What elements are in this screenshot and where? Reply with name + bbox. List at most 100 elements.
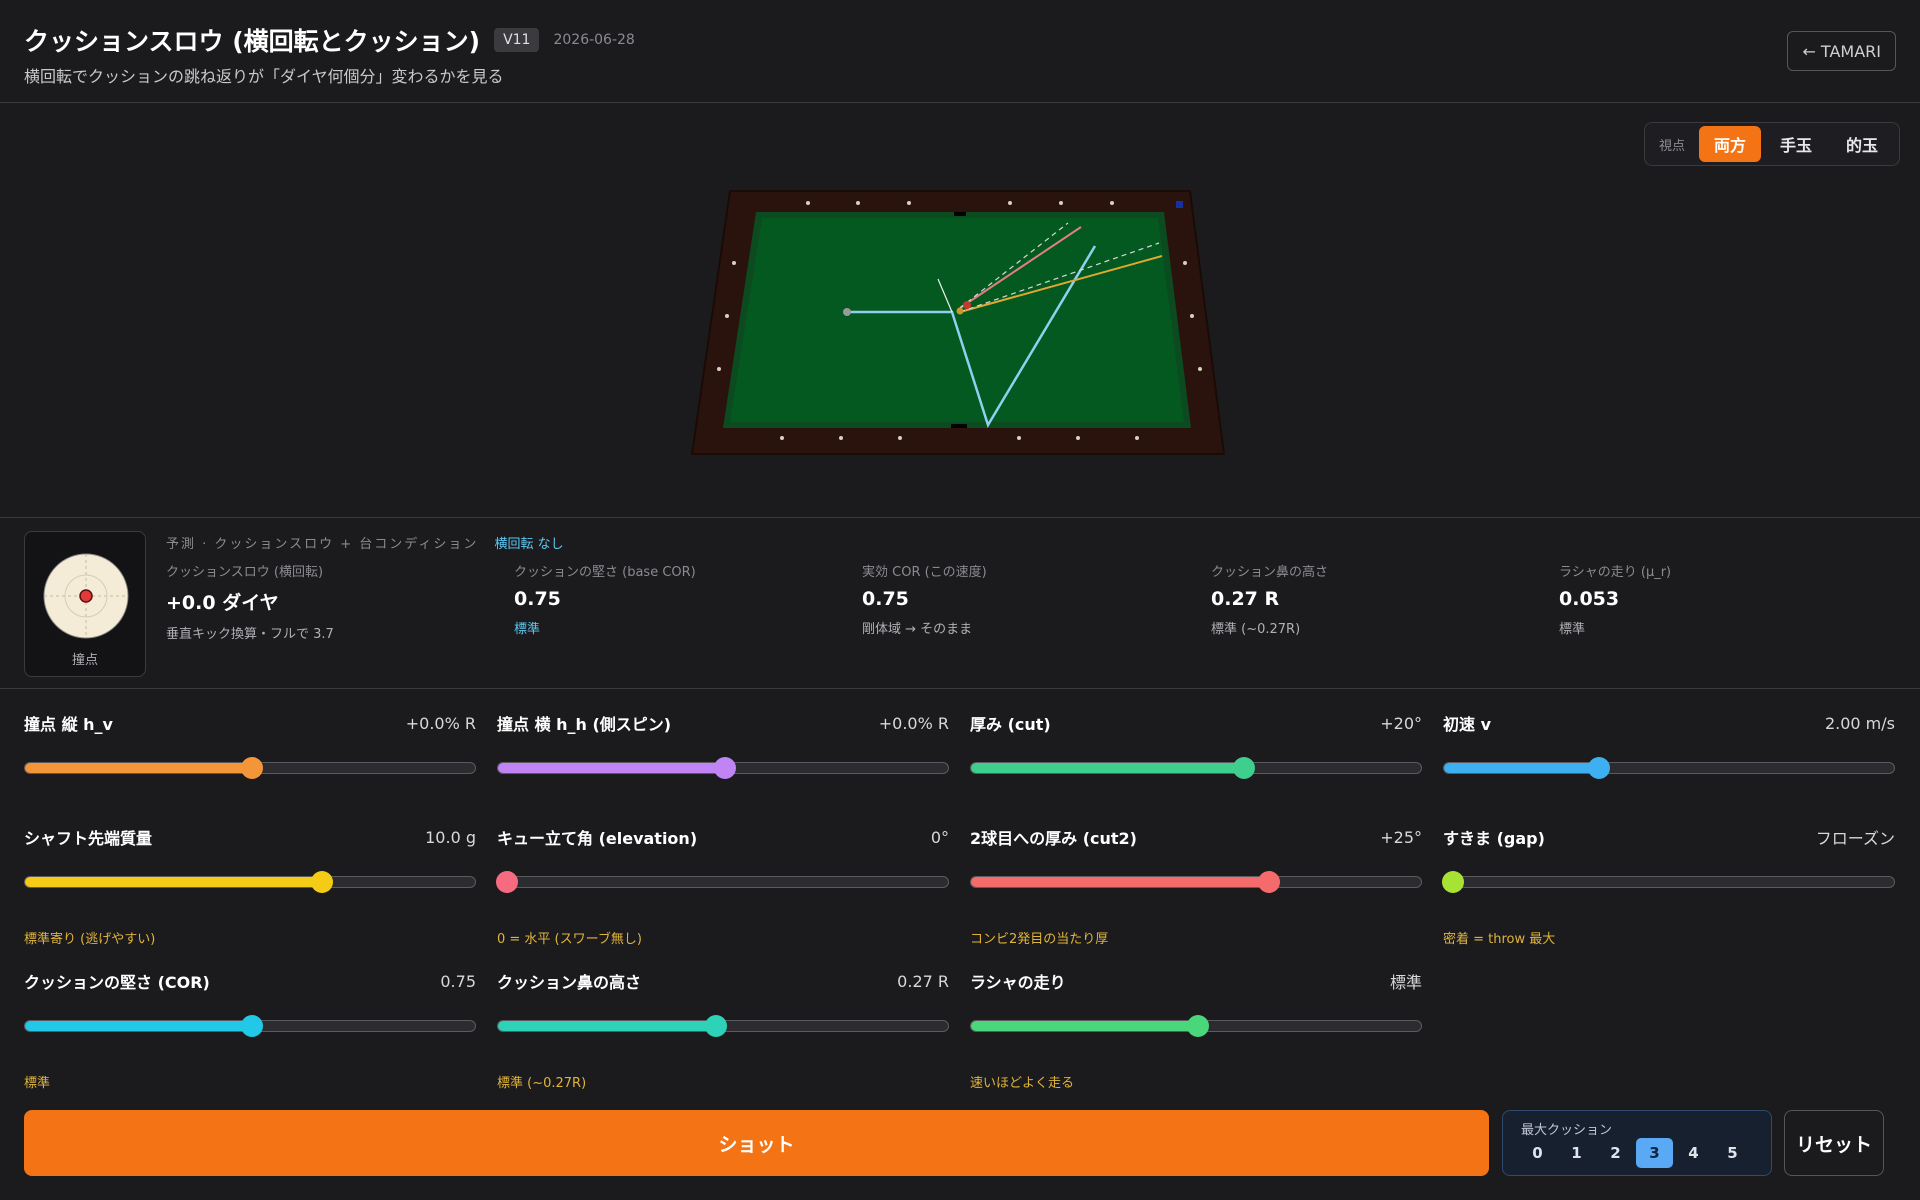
slider-thumb[interactable] xyxy=(1587,757,1610,779)
date-label: 2026-06-28 xyxy=(553,32,635,48)
header: クッションスロウ (横回転とクッション) V11 2026-06-28 横回転で… xyxy=(0,0,1920,103)
slider-thumb[interactable] xyxy=(241,1015,264,1037)
slider-track[interactable] xyxy=(24,871,476,893)
slider-track[interactable] xyxy=(970,1015,1422,1037)
slider-track[interactable] xyxy=(497,1015,949,1037)
control-value: +20° xyxy=(1380,713,1422,733)
spin-status-badge: 横回転 なし xyxy=(494,537,564,552)
reset-button[interactable]: リセット xyxy=(1784,1110,1884,1176)
metric-value: 0.053 xyxy=(1559,588,1620,610)
slider-track[interactable] xyxy=(24,757,476,779)
metric-note: 標準 xyxy=(514,622,541,637)
control-header: 撞点 横 h_h (側スピン) +0.0% R xyxy=(497,712,949,735)
cue-ball-path xyxy=(847,245,1097,429)
shot-button[interactable]: ショット xyxy=(24,1110,1489,1176)
slider-fill xyxy=(971,763,1245,773)
control-value: フローズン xyxy=(1815,829,1895,848)
control-value: 0.75 xyxy=(440,971,476,991)
slider-thumb[interactable] xyxy=(714,757,737,779)
control-label: クッション鼻の高さ xyxy=(497,973,642,992)
metric-value: +0.0 ダイヤ xyxy=(166,592,279,614)
metric-value: 0.75 xyxy=(514,588,561,610)
diamond-markers xyxy=(717,201,1202,440)
cue-ball xyxy=(843,308,851,316)
control-value: 0° xyxy=(930,827,949,847)
control-header: 厚み (cut) +20° xyxy=(970,712,1422,735)
control-label: 2球目への厚み (cut2) xyxy=(970,829,1137,848)
control-header: ラシャの走り 標準 xyxy=(970,970,1422,992)
slider-fill xyxy=(971,877,1270,887)
tip-point-marker xyxy=(79,589,93,603)
max-cushion-option-1[interactable]: 1 xyxy=(1571,1144,1582,1162)
control-label: 厚み (cut) xyxy=(970,715,1051,734)
corner-marker-icon xyxy=(1176,201,1183,208)
slider-fill xyxy=(498,763,726,773)
slider-track[interactable] xyxy=(970,871,1422,893)
metric-note: 剛体域 → そのまま xyxy=(862,622,973,637)
tip-position-widget[interactable]: 撞点 xyxy=(24,531,146,677)
control-header: すきま (gap) フローズン xyxy=(1443,826,1895,848)
slider-fill xyxy=(25,763,253,773)
slider-track[interactable] xyxy=(1442,871,1895,893)
control-label: 初速 v xyxy=(1443,715,1492,734)
prediction-header: 予測 · クッションスロウ + 台コンディション 横回転 なし xyxy=(166,533,564,552)
slider-thumb[interactable] xyxy=(705,1015,728,1037)
metric-label: クッションスロウ (横回転) xyxy=(166,565,324,580)
metric-note: 標準 xyxy=(1559,622,1586,637)
control-initial-speed: 初速 v 2.00 m/s xyxy=(1443,712,1895,779)
control-gap: すきま (gap) フローズン 密着 = throw 最大 xyxy=(1442,826,1895,947)
slider-thumb[interactable] xyxy=(311,871,333,893)
slider-track[interactable] xyxy=(497,757,949,779)
slider-track[interactable] xyxy=(1443,757,1895,779)
slider-fill xyxy=(25,1021,253,1031)
prediction-header-text: 予測 · クッションスロウ + 台コンディション xyxy=(166,537,479,552)
control-value: 0.27 R xyxy=(897,971,949,991)
control-value: 標準 xyxy=(1389,973,1422,992)
max-cushion-options: 0 1 2 3 4 5 xyxy=(1519,1138,1751,1168)
slider-thumb[interactable] xyxy=(1442,871,1464,893)
max-cushion-option-5[interactable]: 5 xyxy=(1727,1144,1738,1162)
control-header: シャフト先端質量 10.0 g xyxy=(24,826,476,849)
tip-position-label: 撞点 xyxy=(71,653,98,668)
control-label: ラシャの走り xyxy=(970,973,1066,992)
metric-note: 標準 (~0.27R) xyxy=(1211,622,1301,637)
title-row: クッションスロウ (横回転とクッション) V11 2026-06-28 xyxy=(24,22,635,58)
max-cushion-option-0[interactable]: 0 xyxy=(1532,1144,1543,1162)
table-cloth xyxy=(730,218,1184,422)
slider-thumb[interactable] xyxy=(1233,757,1256,779)
max-cushion-label: 最大クッション xyxy=(1521,1123,1613,1138)
slider-track[interactable] xyxy=(496,871,949,893)
slider-track[interactable] xyxy=(970,757,1422,779)
max-cushion-selector: 最大クッション 0 1 2 3 4 5 xyxy=(1502,1110,1772,1176)
second-ball-path xyxy=(959,255,1163,313)
slider-thumb[interactable] xyxy=(241,757,264,779)
slider-thumb[interactable] xyxy=(1187,1015,1210,1037)
control-cushion-nose-height: クッション鼻の高さ 0.27 R 標準 (~0.27R) xyxy=(497,970,949,1091)
cue-ball-diagram[interactable] xyxy=(25,536,147,656)
control-cut: 厚み (cut) +20° xyxy=(970,712,1422,779)
max-cushion-option-4[interactable]: 4 xyxy=(1688,1144,1699,1162)
metric-label: 実効 COR (この速度) xyxy=(862,565,987,580)
control-value: 10.0 g xyxy=(425,827,476,847)
object-ball xyxy=(963,301,971,309)
aim-line xyxy=(937,278,953,313)
view-option-both[interactable]: 両方 xyxy=(1698,126,1761,162)
metric-effective-cor: 実効 COR (この速度) 0.75 剛体域 → そのまま xyxy=(862,561,1192,637)
control-cloth-speed: ラシャの走り 標準 速いほどよく走る xyxy=(970,970,1422,1091)
slider-fill xyxy=(25,877,322,887)
back-button[interactable]: ← TAMARI xyxy=(1787,31,1896,71)
slider-track[interactable] xyxy=(24,1015,476,1037)
slider-thumb[interactable] xyxy=(496,871,518,893)
metric-label: ラシャの走り (μ_r) xyxy=(1559,565,1672,580)
view-switch: 視点 両方 手玉 的玉 xyxy=(1643,122,1900,166)
billiard-table[interactable] xyxy=(690,186,1230,456)
slider-thumb[interactable] xyxy=(1258,871,1281,893)
control-label: 撞点 縦 h_v xyxy=(24,715,113,734)
max-cushion-option-3[interactable]: 3 xyxy=(1636,1138,1673,1168)
control-label: シャフト先端質量 xyxy=(24,829,153,848)
view-option-object-ball[interactable]: 的玉 xyxy=(1845,136,1878,155)
max-cushion-option-2[interactable]: 2 xyxy=(1610,1144,1621,1162)
control-hint: 標準 xyxy=(24,1076,51,1091)
view-option-cue-ball[interactable]: 手玉 xyxy=(1779,136,1812,155)
slider-fill xyxy=(971,1021,1199,1031)
